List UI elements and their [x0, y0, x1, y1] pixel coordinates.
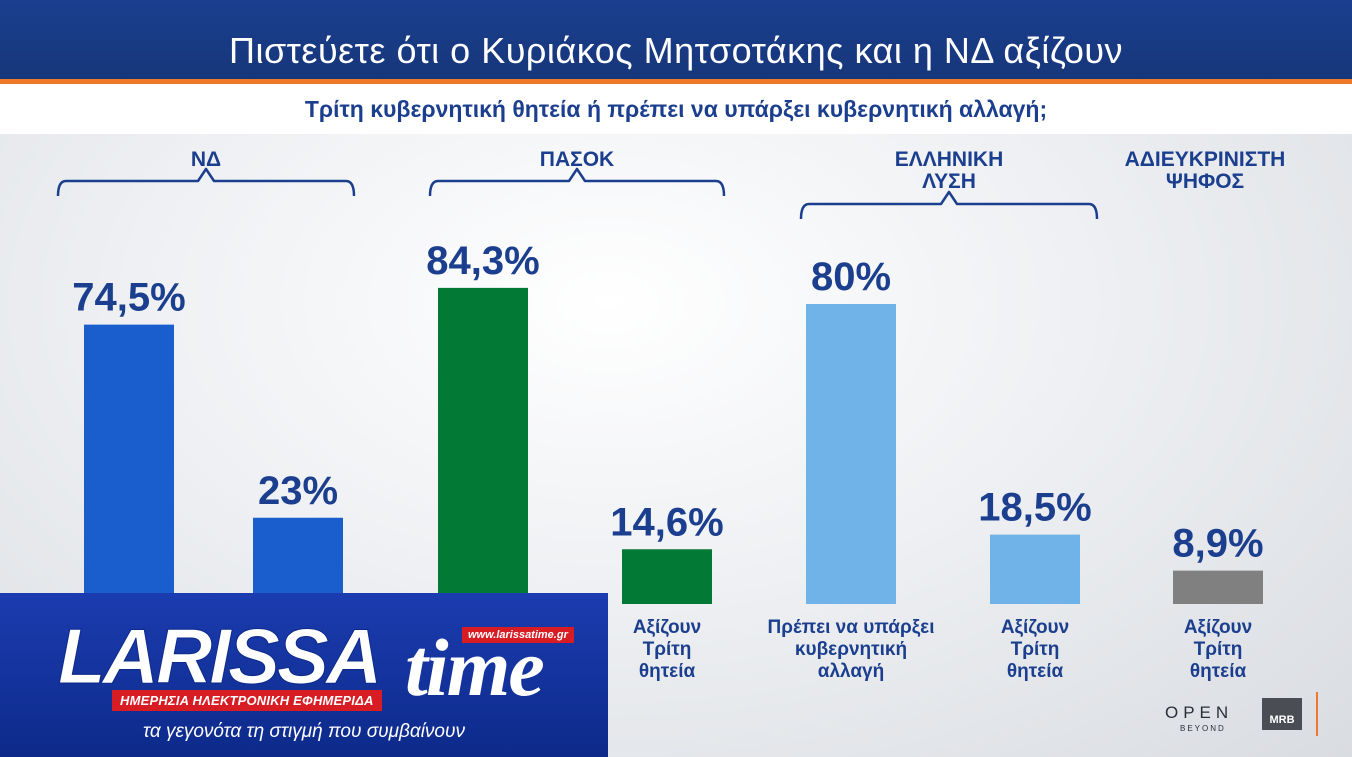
value-label-3-0: 8,9%: [1172, 522, 1263, 566]
value-label-0-1: 23%: [258, 469, 338, 513]
category-label-1-1-2: θητεία: [639, 661, 696, 682]
category-label-2-0-2: αλλαγή: [818, 661, 884, 682]
category-label-2-1-0: Αξίζουν: [1001, 617, 1069, 638]
bar-1-0: [438, 287, 528, 604]
logo-slogan: τα γεγονότα τη στιγμή που συμβαίνουν: [143, 721, 465, 742]
value-label-2-1: 18,5%: [978, 486, 1091, 530]
category-label-2-1-2: θητεία: [1007, 661, 1064, 682]
mrb-logo: MRB: [1262, 698, 1302, 730]
category-label-2-1-1: Τρίτη: [1011, 639, 1060, 660]
value-label-2-0: 80%: [811, 255, 891, 299]
party-label-0-0: ΝΔ: [191, 148, 221, 171]
header-accent-stripe: [0, 79, 1352, 84]
bar-2-0: [806, 304, 896, 604]
subtitle-bar: [0, 84, 1352, 134]
logo-site-url: www.larissatime.gr: [462, 627, 574, 643]
bar-0-1: [253, 517, 343, 604]
group-brace-2: [799, 190, 1099, 220]
logo-main-text: LARISSA: [57, 612, 382, 701]
group-brace-1: [428, 167, 726, 197]
logo-tagline: ΗΜΕΡΗΣΙΑ ΗΛΕΚΤΡΟΝΙΚΗ ΕΦΗΜΕΡΙΔΑ: [112, 690, 382, 711]
chart-title: Πιστεύετε ότι ο Κυριάκος Μητσοτάκης και …: [228, 30, 1124, 71]
larissatime-logo: LARISSA time www.larissatime.gr ΗΜΕΡΗΣΙΑ…: [0, 593, 608, 757]
category-label-3-0-1: Τρίτη: [1194, 639, 1243, 660]
party-label-2-1: ΛΥΣΗ: [922, 170, 976, 193]
category-label-2-0-1: κυβερνητική: [795, 639, 907, 660]
open-channel-logo: OPEN: [1165, 703, 1234, 722]
bar-2-1: [990, 534, 1080, 604]
party-label-2-0: ΕΛΛΗΝΙΚΗ: [895, 148, 1004, 171]
bar-3-0: [1173, 570, 1263, 604]
party-label-3-1: ΨΗΦΟΣ: [1166, 170, 1244, 193]
party-label-3-0: ΑΔΙΕΥΚΡΙΝΙΣΤΗ: [1125, 148, 1286, 171]
category-label-1-1-1: Τρίτη: [643, 639, 692, 660]
header-bar: [0, 0, 1352, 84]
chart-subtitle: Τρίτη κυβερνητική θητεία ή πρέπει να υπά…: [304, 96, 1048, 122]
party-label-1-0: ΠΑΣΟΚ: [540, 148, 614, 171]
category-label-2-0-0: Πρέπει να υπάρξει: [768, 617, 935, 638]
category-label-1-1-0: Αξίζουν: [633, 617, 701, 638]
value-label-0-0: 74,5%: [72, 276, 185, 320]
value-label-1-1: 14,6%: [610, 500, 723, 544]
group-brace-0: [56, 167, 356, 197]
category-label-3-0-0: Αξίζουν: [1184, 617, 1252, 638]
mrb-divider: [1316, 692, 1318, 736]
bar-1-1: [622, 549, 712, 604]
bar-0-0: [84, 324, 174, 604]
value-label-1-0: 84,3%: [426, 239, 539, 283]
category-label-3-0-2: θητεία: [1190, 661, 1247, 682]
open-channel-sub: BEYOND: [1180, 724, 1226, 733]
